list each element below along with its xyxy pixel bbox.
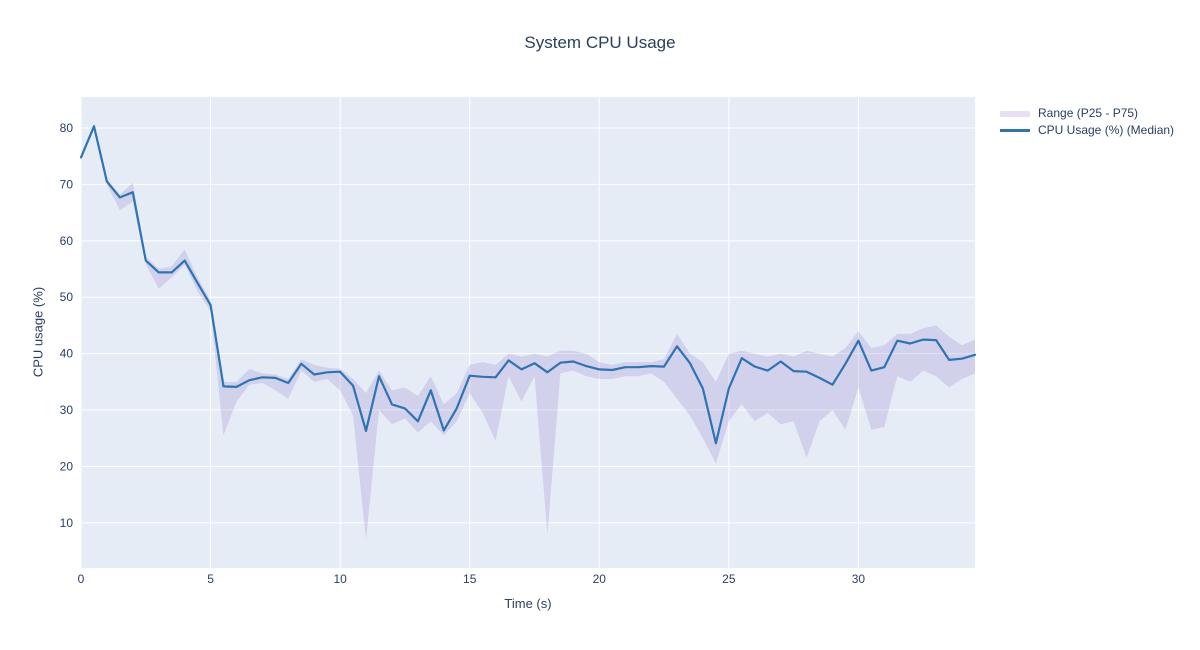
- y-tick-label: 30: [60, 403, 74, 417]
- legend-label-range: Range (P25 - P75): [1038, 106, 1139, 120]
- band-swatch-icon: [1000, 110, 1030, 117]
- legend-label-median: CPU Usage (%) (Median): [1038, 123, 1175, 137]
- median-line: [79, 125, 977, 445]
- y-tick-label: 60: [60, 234, 74, 248]
- chart-title: System CPU Usage: [524, 33, 676, 52]
- x-tick-label: 10: [333, 572, 347, 586]
- line-swatch-icon: [1000, 129, 1030, 132]
- y-axis-title: CPU usage (%): [30, 286, 46, 378]
- x-axis-title: Time (s): [504, 596, 552, 611]
- x-tick-label: 15: [463, 572, 477, 586]
- y-tick-label: 70: [60, 177, 74, 191]
- y-tick-label: 40: [60, 347, 74, 361]
- legend: Range (P25 - P75) CPU Usage (%) (Median): [1000, 105, 1174, 139]
- y-tick-label: 10: [60, 516, 74, 530]
- y-tick-label: 50: [60, 290, 74, 304]
- x-tick-label: 5: [207, 572, 214, 586]
- x-tick-label: 25: [722, 572, 736, 586]
- legend-item-median[interactable]: CPU Usage (%) (Median): [1000, 122, 1174, 139]
- plot-area[interactable]: [81, 97, 975, 568]
- x-tick-label: 30: [852, 572, 866, 586]
- x-tick-label: 20: [593, 572, 607, 586]
- y-tick-label: 20: [60, 459, 74, 473]
- legend-item-range[interactable]: Range (P25 - P75): [1000, 105, 1174, 122]
- y-tick-label: 80: [60, 121, 74, 135]
- x-tick-label: 0: [78, 572, 85, 586]
